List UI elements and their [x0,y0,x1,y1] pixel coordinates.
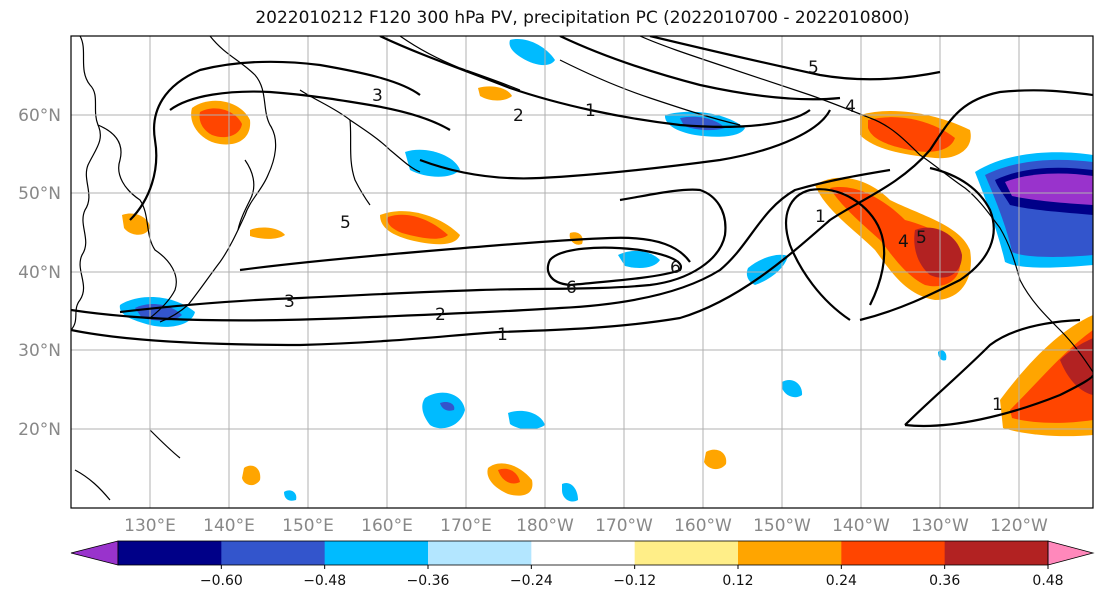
colorbar-segment [841,541,946,565]
lon-label: 150°E [282,516,334,536]
lon-label: 170°W [595,516,653,536]
colorbar-tick-label: −0.60 [200,573,243,589]
contour-label: 1 [992,395,1003,415]
lon-label: 160°E [361,516,413,536]
lat-label: 20°N [18,420,61,440]
colorbar-segment [944,541,1049,565]
colorbar: −0.60 −0.48 −0.36 −0.24 −0.12 0.12 0.24 0.36 0.4… [70,540,1095,589]
contour-label: 5 [916,228,927,248]
colorbar-tick-label: −0.24 [510,573,553,589]
contour-label: 6 [670,258,681,278]
contour-labels: 3 2 1 5 4 5 6 3 2 1 6 1 1 4 5 [284,58,1003,415]
colorbar-tick-label: −0.12 [613,573,656,589]
lon-label: 140°E [203,516,255,536]
colorbar-tick-label: 0.12 [722,573,753,589]
colorbar-tick-label: −0.48 [303,573,346,589]
graticule [71,36,1093,508]
coastlines [71,36,1093,501]
colorbar-segment [634,541,739,565]
lon-label: 150°W [753,516,811,536]
colorbar-segments [118,541,1049,565]
colorbar-extend-right [1047,540,1095,566]
colorbar-segment [118,541,222,565]
lon-label: 180°W [516,516,574,536]
contour-label: 5 [340,213,351,233]
map-title: 2022010212 F120 300 hPa PV, precipitatio… [255,8,910,28]
colorbar-ticks: −0.60 −0.48 −0.36 −0.24 −0.12 0.12 0.24 0.36 0.4… [200,565,1064,589]
contour-label: 4 [845,97,856,117]
colorbar-tick-label: 0.24 [826,573,857,589]
lon-label: 140°W [832,516,890,536]
map-frame [70,35,1094,509]
contour-label: 1 [497,325,508,345]
colorbar-segment [428,541,532,565]
lat-axis: 60°N 50°N 40°N 30°N 20°N [18,106,61,440]
contour-label: 2 [435,305,446,325]
contour-label: 2 [513,106,524,126]
lat-label: 40°N [18,263,61,283]
lon-label: 130°E [124,516,176,536]
contour-label: 1 [585,101,596,121]
lat-label: 30°N [18,341,61,361]
contour-label: 5 [808,58,819,78]
pv-contours [71,36,1093,428]
colorbar-tick-label: 0.36 [929,573,960,589]
colorbar-segment [531,541,636,565]
contour-label: 4 [898,232,909,252]
contour-label: 3 [284,292,295,312]
contour-label: 3 [372,86,383,106]
lon-label: 160°W [674,516,732,536]
contour-label: 6 [566,278,577,298]
colorbar-segment [324,541,429,565]
lon-label: 130°W [911,516,969,536]
colorbar-extend-left [70,540,119,566]
colorbar-frame [117,540,1049,566]
lon-label: 120°W [990,516,1048,536]
lon-axis: 130°E 140°E 150°E 160°E 170°E 180°W 170°… [124,516,1048,536]
colorbar-tick-label: −0.36 [407,573,450,589]
lon-label: 170°E [440,516,492,536]
colorbar-segment [221,541,326,565]
contour-label: 1 [815,207,826,227]
lat-label: 60°N [18,106,61,126]
colorbar-segment [738,541,842,565]
lat-label: 50°N [18,184,61,204]
colorbar-tick-label: 0.48 [1032,573,1063,589]
